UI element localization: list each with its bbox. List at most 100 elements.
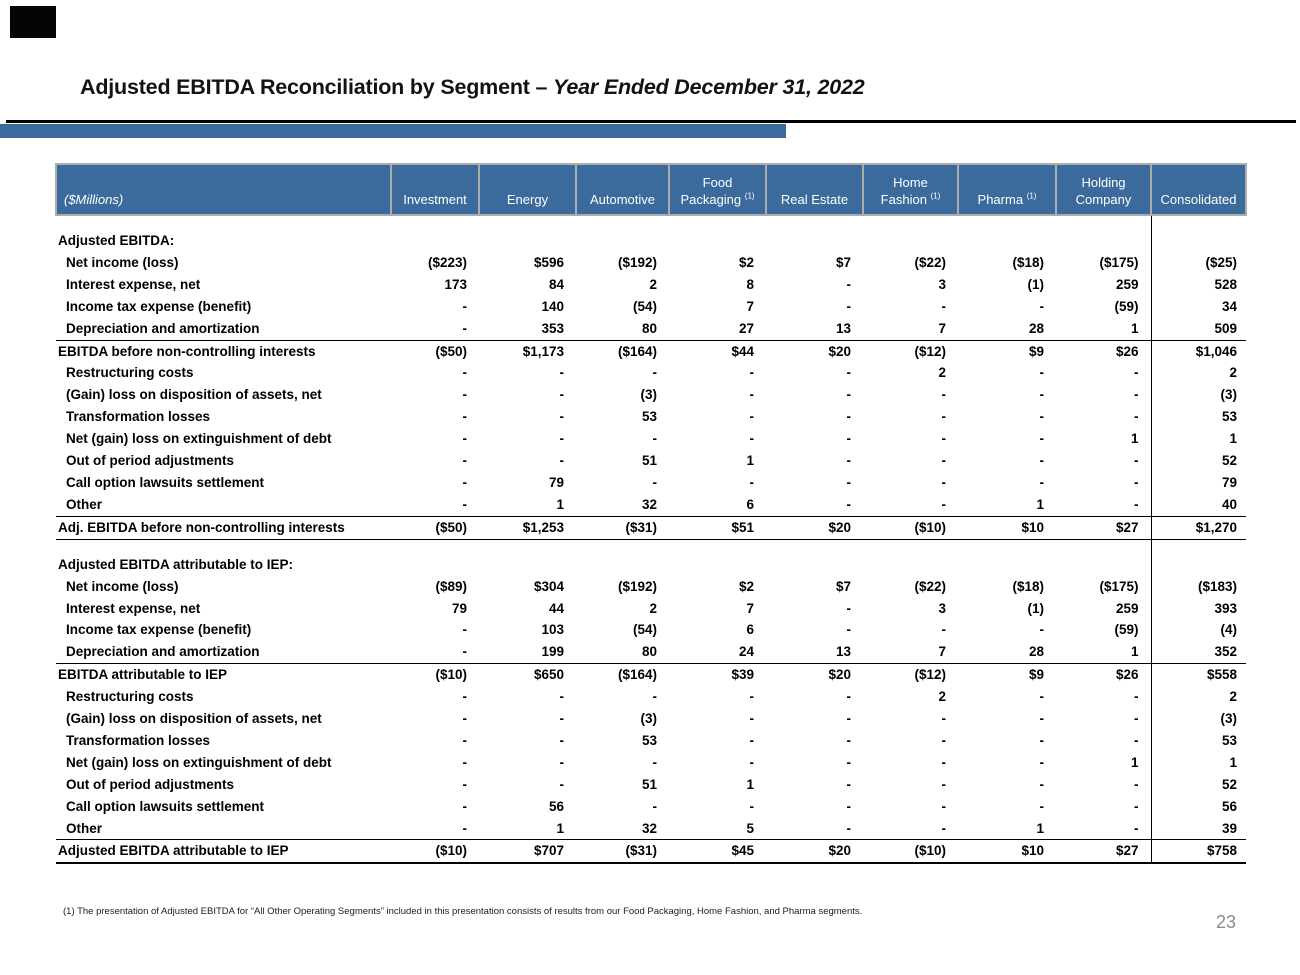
cell (958, 554, 1056, 576)
cell (669, 554, 766, 576)
cell: ($192) (617, 254, 657, 270)
cell: $39 (731, 667, 754, 683)
footnote: (1) The presentation of Adjusted EBITDA … (63, 906, 863, 917)
cell: - (749, 754, 755, 770)
section-header-row: Adjusted EBITDA attributable to IEP: (56, 553, 1246, 576)
page-number: 23 (1215, 912, 1236, 932)
cell: - (1056, 817, 1151, 841)
cell: - (559, 431, 565, 447)
cell: 34 (1150, 295, 1246, 318)
cell: ($18) (1012, 254, 1044, 270)
cell: $707 (479, 839, 576, 865)
cell (766, 215, 863, 230)
cell: 27 (669, 317, 766, 341)
cell: - (863, 817, 958, 841)
table-row: Out of period adjustments - -51 1- - - -52 (56, 773, 1246, 796)
cell: - (559, 365, 565, 381)
cell: - (749, 711, 755, 727)
cell: - (1039, 754, 1045, 770)
cell: ($89) (435, 578, 467, 594)
cell: - (1134, 474, 1139, 490)
cell: - (462, 474, 468, 490)
cell: Out of period adjustments (66, 453, 235, 469)
cell: 2 (649, 600, 657, 616)
section-header-row: Adjusted EBITDA: (56, 230, 1246, 252)
title-period: Year Ended December 31, 2022 (553, 75, 865, 99)
cell (391, 215, 479, 230)
cell (863, 215, 958, 230)
cell: - (766, 493, 863, 517)
table-row: Other -1 32 5- -1-39 (56, 817, 1246, 841)
cell: 2 (649, 276, 657, 292)
cell: (54) (632, 298, 657, 314)
cell: (1) (1027, 276, 1045, 292)
table-row: Restructuring costs - - - - -2- -2 (56, 686, 1246, 709)
cell: Adjusted EBITDA attributable to IEP: (58, 556, 294, 572)
cell: - (462, 711, 468, 727)
cell: $10 (958, 516, 1056, 540)
cell: 2 (1150, 362, 1246, 385)
cell: $1,173 (522, 343, 564, 359)
cell: - (1134, 365, 1139, 381)
cell: - (559, 754, 565, 770)
cell: - (846, 732, 852, 748)
table-row: Call option lawsuits settlement -56- - - - - -… (56, 795, 1246, 818)
cell: Other (56, 817, 391, 841)
cell: EBITDA attributable to IEP (58, 667, 228, 683)
table-row: (Gain) loss on disposition of assets, ne… (56, 384, 1246, 407)
cell (1150, 539, 1246, 554)
cell: - (1039, 689, 1045, 705)
cell: Call option lawsuits settlement (66, 798, 265, 814)
cell: - (941, 298, 947, 314)
ebitda-reconciliation-table: ($Millions) Investment Energy Automotive Fo… (55, 163, 1247, 865)
table-row: Income tax expense (benefit) - 140 (54) 7 - - -… (56, 295, 1246, 318)
cell: 7 (863, 641, 958, 665)
cell: - (1134, 711, 1139, 727)
cell (479, 230, 576, 252)
cell: (Gain) loss on disposition of assets, ne… (66, 387, 322, 403)
column-header: Real Estate (765, 163, 864, 216)
cell: Interest expense, net (66, 276, 201, 292)
cell: 1 (1056, 641, 1151, 665)
cell: ($22) (914, 254, 946, 270)
table-row: Net income (loss) ($89) $304 ($192) $2 $7 ($22… (56, 575, 1246, 598)
cell: - (462, 622, 468, 638)
cell: Adjusted EBITDA attributable to IEP (56, 839, 391, 865)
cell: EBITDA before non-controlling interests (58, 343, 316, 359)
table-row: Adj. EBITDA before non-controlling inter… (56, 516, 1246, 540)
cell: $20 (828, 667, 851, 683)
cell: 39 (1150, 817, 1246, 841)
cell: - (462, 732, 468, 748)
cell: $9 (1028, 667, 1044, 683)
cell: 56 (1150, 795, 1246, 818)
cell: 13 (766, 641, 863, 665)
cell (479, 215, 576, 230)
cell: - (941, 711, 947, 727)
cell: 509 (1150, 317, 1246, 341)
cell: - (652, 754, 658, 770)
cell: 1 (1056, 317, 1151, 341)
table-row: EBITDA attributable to IEP ($10) $650 ($164… (56, 663, 1246, 687)
cell: ($18) (1012, 578, 1044, 594)
cell: - (941, 622, 947, 638)
cell: 52 (1150, 450, 1246, 472)
cell: $26 (1115, 667, 1139, 683)
cell (1056, 554, 1151, 576)
units-header: ($Millions) (55, 163, 392, 216)
cell (766, 230, 863, 252)
cell: - (462, 453, 468, 469)
cell: 1 (746, 453, 754, 469)
cell: - (1039, 776, 1045, 792)
cell: - (1134, 453, 1139, 469)
cell: (Gain) loss on disposition of assets, ne… (66, 711, 322, 727)
cell: - (652, 798, 658, 814)
cell: 259 (1115, 600, 1139, 616)
cell: Depreciation and amortization (56, 641, 391, 665)
cell: ($192) (617, 578, 657, 594)
cell: Restructuring costs (66, 365, 194, 381)
table-row: Transformation losses - -53- - - - -53 (56, 729, 1246, 752)
cell: ($12) (914, 343, 946, 359)
table-row: Net income (loss) ($223) $596 ($192) $2 $7 ($2… (56, 251, 1246, 274)
cell (1150, 215, 1246, 230)
